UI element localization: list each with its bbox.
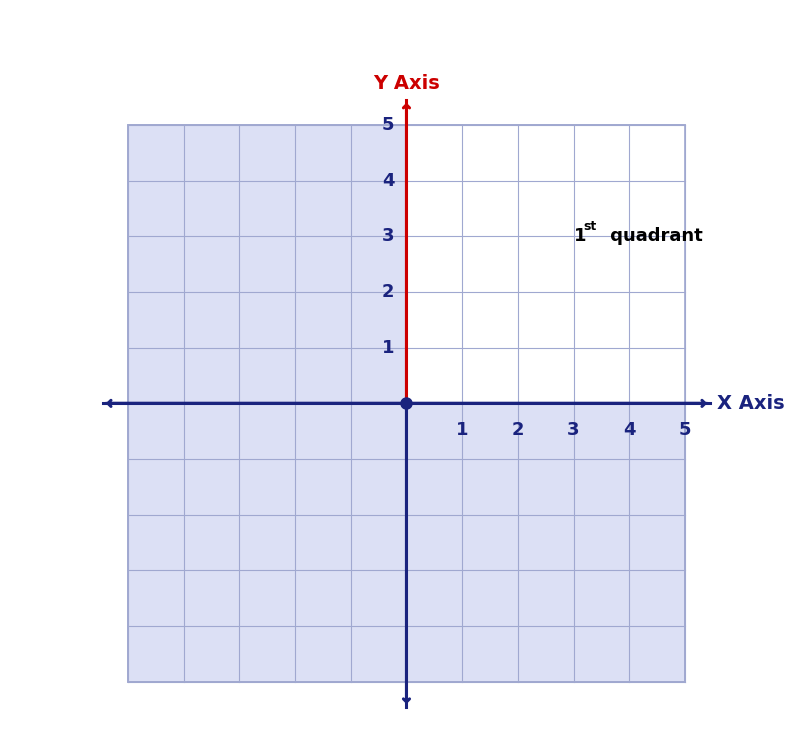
Text: 1: 1 [574, 227, 586, 245]
Text: 4: 4 [623, 421, 635, 439]
Text: st: st [583, 220, 597, 233]
Text: 1: 1 [382, 338, 395, 357]
Text: 5: 5 [679, 421, 691, 439]
Text: Y Axis: Y Axis [373, 74, 440, 93]
Text: 4: 4 [382, 172, 395, 190]
Polygon shape [406, 125, 685, 403]
Text: 1: 1 [456, 421, 469, 439]
Text: 5: 5 [382, 116, 395, 134]
Text: 3: 3 [567, 421, 579, 439]
Polygon shape [128, 125, 685, 682]
Text: 2: 2 [512, 421, 524, 439]
Text: 3: 3 [382, 227, 395, 245]
Text: X Axis: X Axis [717, 394, 785, 413]
Text: 2: 2 [382, 283, 395, 301]
Text: quadrant: quadrant [604, 227, 703, 245]
